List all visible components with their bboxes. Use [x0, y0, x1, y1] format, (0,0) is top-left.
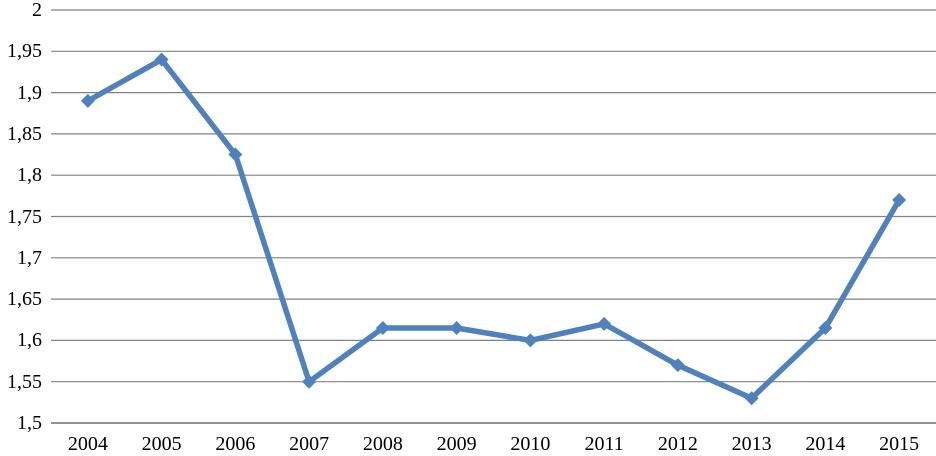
x-tick-label: 2006	[215, 433, 256, 455]
y-tick-label: 1,5	[17, 412, 42, 434]
x-tick-label: 2007	[289, 433, 330, 455]
x-tick-label: 2005	[141, 433, 182, 455]
data-point-marker	[80, 93, 95, 108]
data-line	[85, 56, 902, 401]
x-tick-label: 2013	[731, 433, 772, 455]
y-tick-label: 1,7	[17, 246, 42, 269]
x-tick-label: 2010	[510, 433, 551, 455]
y-tick-label: 2	[32, 0, 42, 21]
y-tick-label: 1,8	[17, 164, 42, 187]
y-tick-label: 1,6	[17, 329, 42, 352]
y-tick-label: 1,95	[7, 40, 42, 63]
x-tick-label: 2014	[805, 433, 846, 455]
x-tick-label: 2011	[584, 433, 624, 455]
data-point-marker	[523, 333, 538, 348]
y-tick-label: 1,55	[7, 370, 42, 393]
data-point-marker	[818, 321, 833, 336]
data-point-marker	[744, 391, 759, 406]
y-tick-label: 1,85	[7, 122, 42, 145]
x-tick-label: 2008	[362, 433, 403, 455]
data-point-marker	[154, 52, 169, 67]
data-point-marker	[597, 316, 612, 331]
data-point-marker	[302, 374, 317, 389]
y-tick-label: 1,65	[7, 288, 42, 311]
y-tick-label: 1,75	[7, 205, 42, 228]
x-tick-label: 2012	[657, 433, 698, 455]
data-point-marker	[670, 358, 685, 373]
data-point-marker	[892, 192, 907, 207]
y-tick-label: 1,9	[17, 81, 42, 104]
x-tick-label: 2009	[436, 433, 477, 455]
y-axis: 2 1,95 1,9 1,85 1,8 1,75 1,7 1,65 1,6 1,55 1,5	[0, 0, 42, 456]
data-point-marker	[449, 321, 464, 336]
data-point-marker	[375, 321, 390, 336]
x-tick-label: 2004	[67, 433, 108, 455]
data-point-marker	[228, 147, 243, 162]
x-tick-label: 2015	[879, 433, 920, 455]
